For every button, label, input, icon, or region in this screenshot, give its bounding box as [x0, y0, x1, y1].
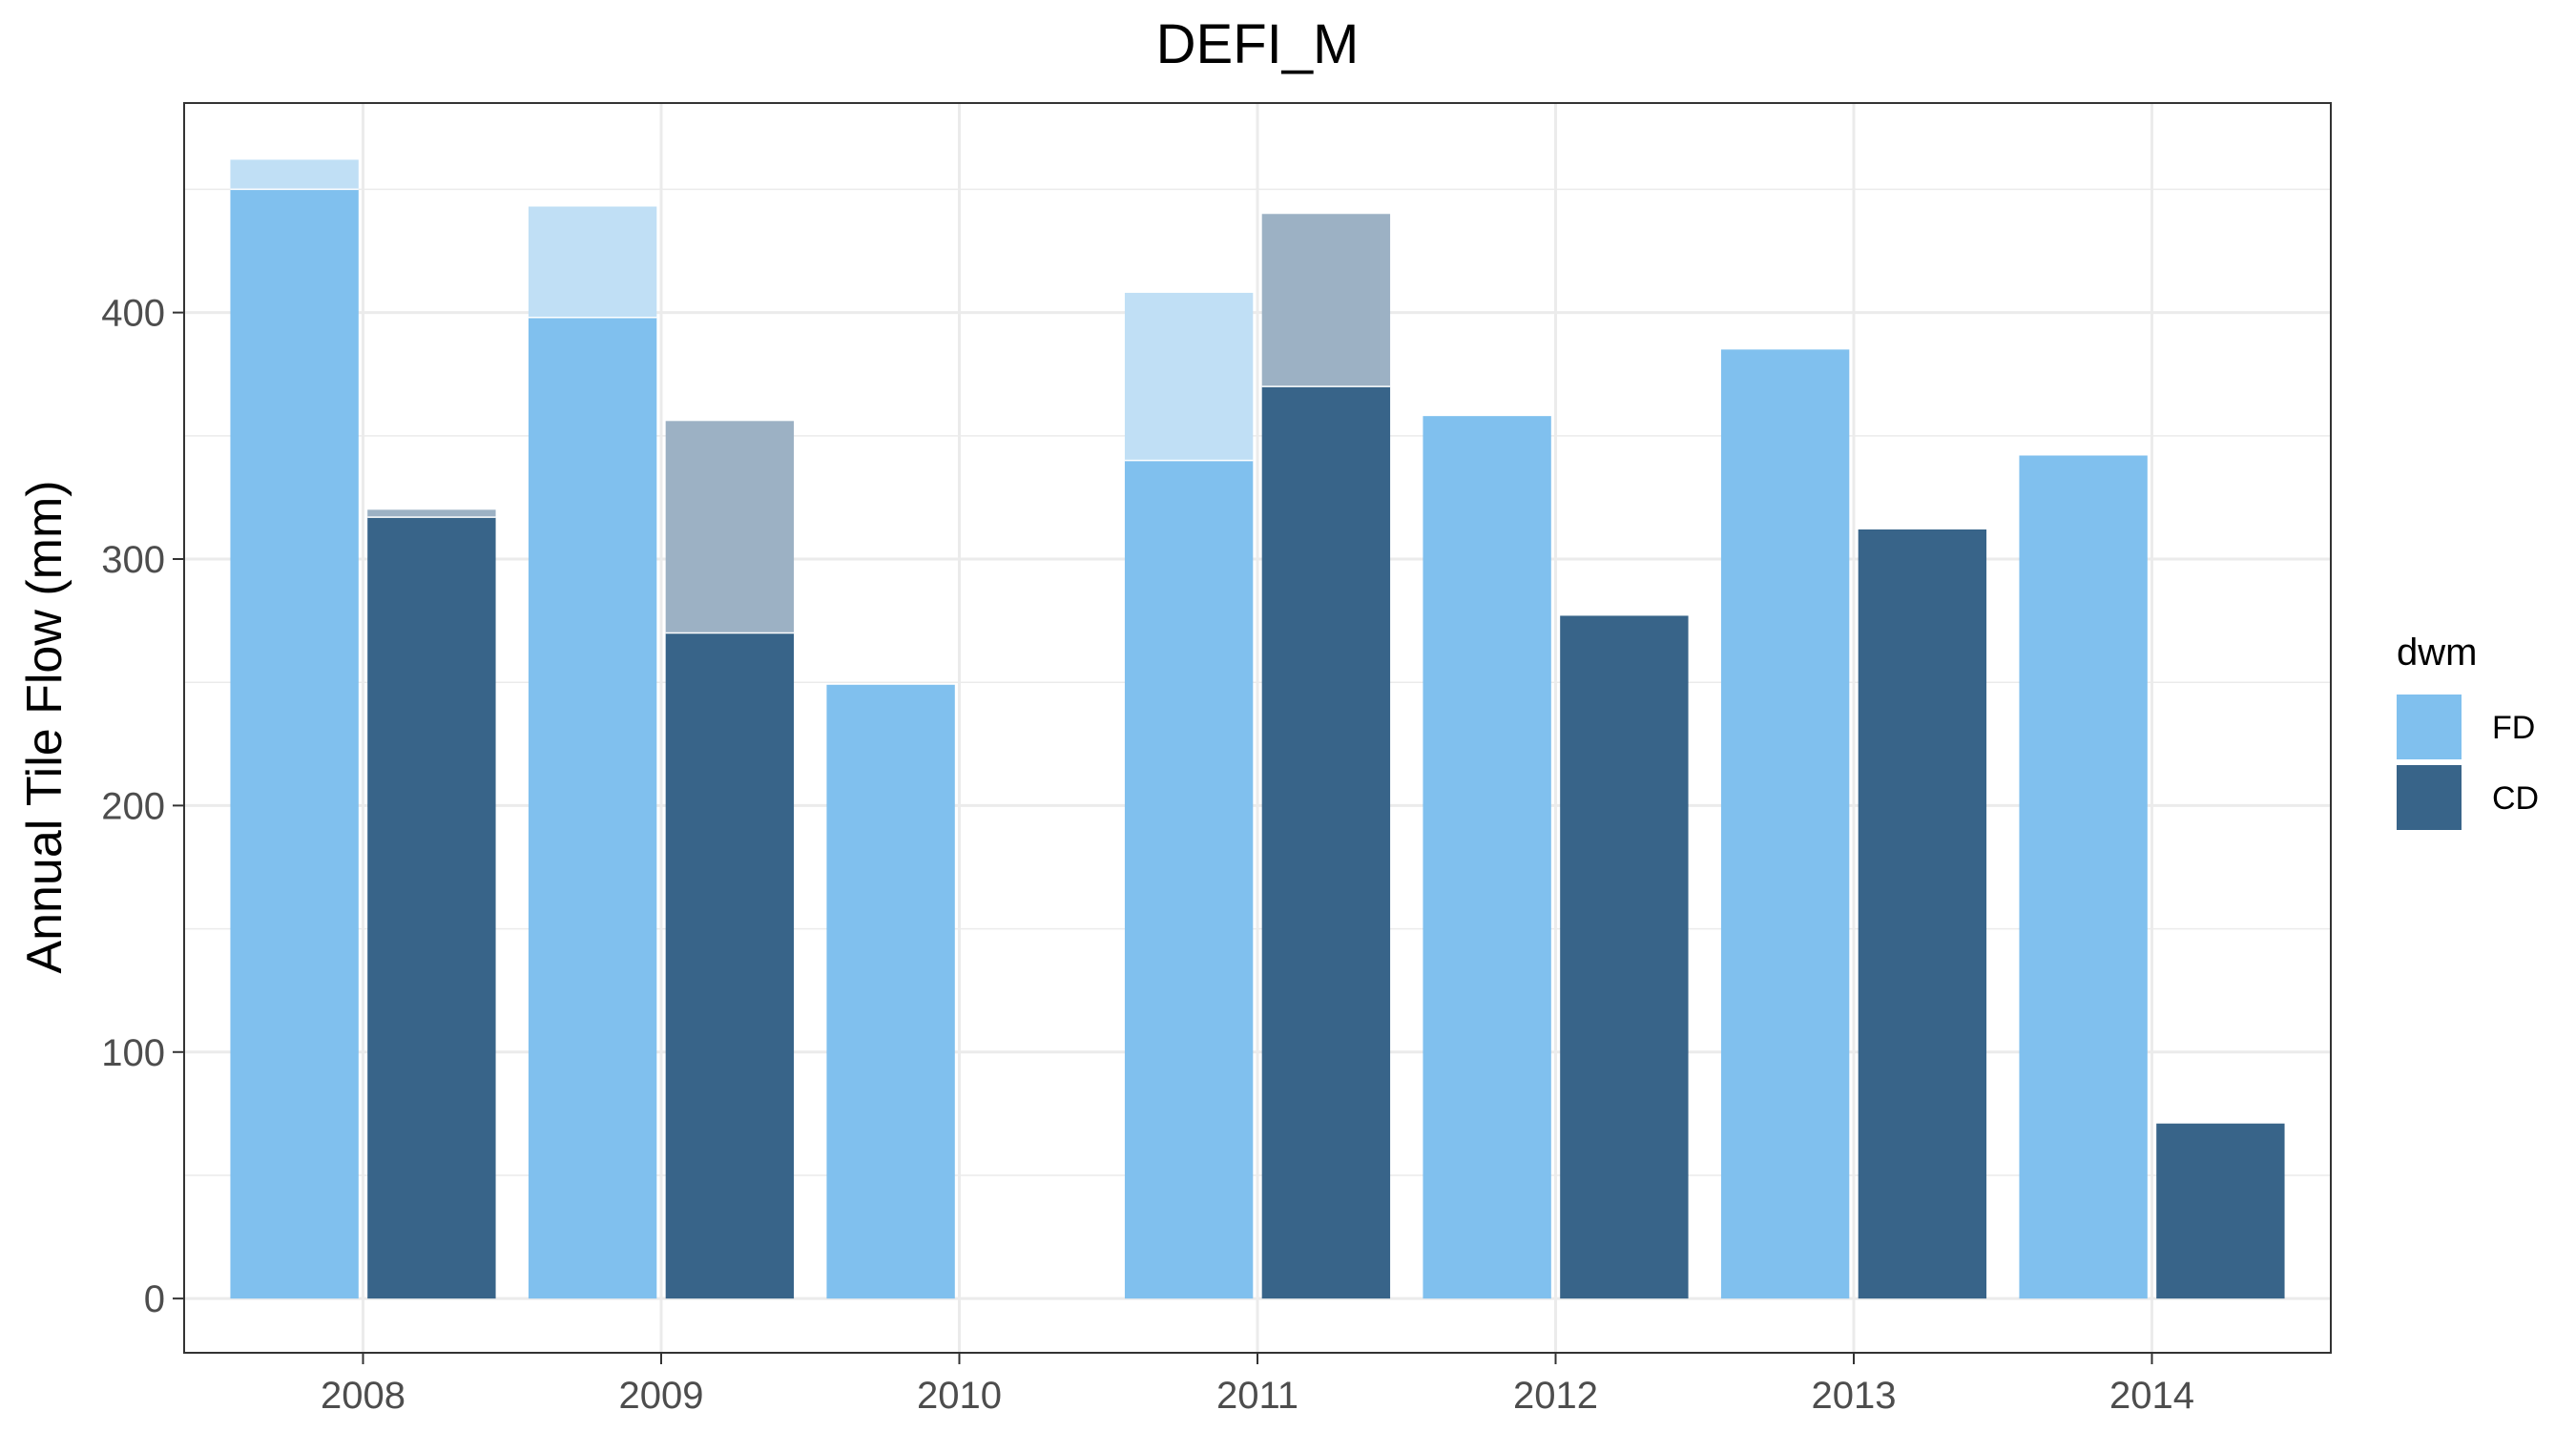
overlay-bar-cd-2011	[1261, 214, 1391, 387]
legend-title: dwm	[2397, 632, 2477, 674]
y-tick-label: 100	[101, 1032, 165, 1074]
y-axis-title: Annual Tile Flow (mm)	[17, 480, 73, 973]
legend: dwm FD CD	[2397, 632, 2539, 830]
y-tick-label: 400	[101, 293, 165, 335]
overlay-bar-fd-2011	[1124, 292, 1254, 461]
bar-cd-2014	[2156, 1123, 2285, 1299]
y-tick-label: 0	[144, 1278, 165, 1320]
y-axis: 0 100 200 300 400	[101, 293, 184, 1320]
bar-fd-2013	[1720, 349, 1850, 1299]
bar-cd-2011	[1261, 386, 1391, 1299]
overlay-bar-fd-2008	[230, 159, 359, 190]
overlay-bar-fd-2009	[528, 206, 657, 318]
plot-panel	[183, 102, 2332, 1354]
x-tick-label: 2010	[917, 1375, 1002, 1417]
bar-fd-2010	[826, 684, 955, 1299]
bar-cd-2009	[665, 633, 795, 1299]
legend-items: FD CD	[2397, 695, 2539, 830]
x-axis: 2008 2009 2010 2011 2012 2013 2014	[321, 1353, 2194, 1417]
bar-fd-2009	[528, 317, 657, 1299]
bar-cd-2008	[367, 517, 496, 1299]
bar-fd-2008	[230, 189, 359, 1299]
x-tick-label: 2014	[2109, 1375, 2194, 1417]
y-tick-label: 200	[101, 785, 165, 827]
legend-key-cd	[2397, 765, 2462, 830]
chart-title: DEFI_M	[1156, 13, 1360, 75]
overlay-bar-cd-2009	[665, 421, 795, 633]
bar-cd-2012	[1560, 615, 1689, 1299]
x-tick-label: 2008	[321, 1375, 405, 1417]
overlay-bar-cd-2008	[367, 509, 496, 518]
x-tick-label: 2009	[619, 1375, 704, 1417]
bar-fd-2011	[1124, 460, 1254, 1299]
bars	[230, 159, 2285, 1299]
bar-fd-2014	[2019, 455, 2148, 1299]
legend-label-cd: CD	[2492, 780, 2539, 817]
y-tick-label: 300	[101, 539, 165, 581]
legend-key-fd	[2397, 695, 2462, 759]
bar-fd-2012	[1423, 416, 1551, 1299]
x-tick-label: 2013	[1812, 1375, 1897, 1417]
bar-cd-2013	[1858, 529, 1987, 1299]
x-tick-label: 2011	[1216, 1375, 1298, 1417]
x-tick-label: 2012	[1513, 1375, 1598, 1417]
legend-label-fd: FD	[2492, 710, 2535, 746]
